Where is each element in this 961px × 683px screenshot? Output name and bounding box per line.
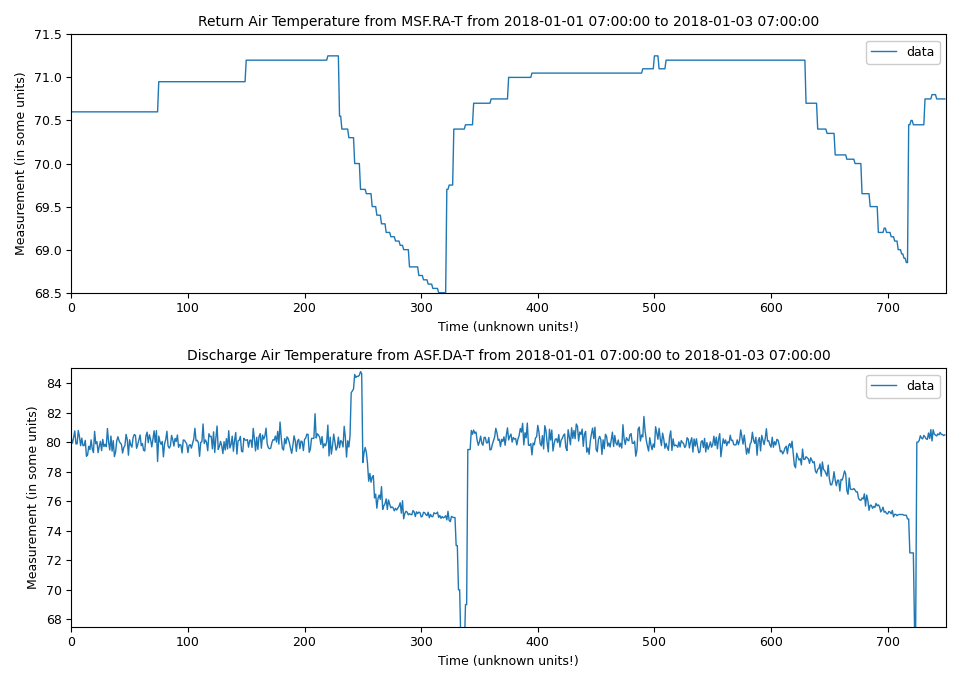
- Title: Discharge Air Temperature from ASF.DA-T from 2018-01-01 07:00:00 to 2018-01-03 0: Discharge Air Temperature from ASF.DA-T …: [186, 349, 830, 363]
- data: [939, 431, 950, 439]
- data: [432, 289, 444, 297]
- data: [233, 436, 244, 445]
- Y-axis label: Measurement (in some units): Measurement (in some units): [27, 406, 40, 589]
- data: [355, 367, 366, 376]
- data: [65, 434, 77, 443]
- Legend: data: data: [867, 40, 940, 64]
- Legend: data: data: [867, 374, 940, 398]
- data: [939, 95, 950, 103]
- Line: data: data: [71, 56, 945, 293]
- X-axis label: Time (unknown units!): Time (unknown units!): [438, 655, 579, 668]
- data: [458, 125, 470, 133]
- data: [759, 434, 771, 443]
- Y-axis label: Measurement (in some units): Measurement (in some units): [15, 72, 28, 255]
- data: [579, 69, 590, 77]
- data: [579, 430, 590, 438]
- data: [624, 69, 635, 77]
- data: [457, 646, 469, 654]
- data: [65, 108, 77, 116]
- data: [356, 185, 367, 193]
- data: [233, 78, 244, 86]
- X-axis label: Time (unknown units!): Time (unknown units!): [438, 321, 579, 334]
- data: [759, 56, 771, 64]
- Line: data: data: [71, 372, 945, 650]
- data: [458, 646, 470, 654]
- data: [624, 430, 635, 438]
- data: [356, 370, 367, 378]
- Title: Return Air Temperature from MSF.RA-T from 2018-01-01 07:00:00 to 2018-01-03 07:0: Return Air Temperature from MSF.RA-T fro…: [198, 15, 820, 29]
- data: [322, 52, 333, 60]
